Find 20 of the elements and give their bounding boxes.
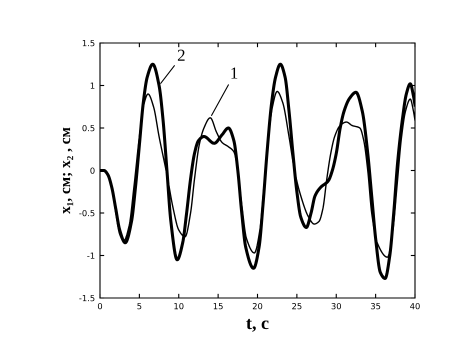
y-tick-label: 1 <box>90 82 94 89</box>
legend-label: 2 <box>178 50 185 61</box>
x-tick-label: 15 <box>214 303 223 310</box>
y-axis-title: x₁, см; x₂ , см <box>62 128 74 214</box>
x-tick-label: 20 <box>252 303 262 310</box>
y-tick-label: 1.5 <box>82 40 94 46</box>
y-tick-label: -1.5 <box>79 295 94 302</box>
x-tick-label: 5 <box>137 303 142 310</box>
text: 1 <box>231 68 238 79</box>
x-tick-label: 30 <box>332 303 341 310</box>
y-tick-label: 0 <box>90 167 95 174</box>
y-tick-label: -1 <box>87 252 94 259</box>
x-tick-label: 25 <box>292 303 302 310</box>
x-tick-label: 40 <box>410 303 420 310</box>
y-tick-label: -0.5 <box>79 210 94 216</box>
x-axis-title: t, с <box>246 318 269 332</box>
x-tick-label: 10 <box>174 303 184 310</box>
x-tick-label: 35 <box>370 303 380 310</box>
x-tick-label: 0 <box>98 303 102 310</box>
y-tick-label: 0.5 <box>82 124 94 132</box>
